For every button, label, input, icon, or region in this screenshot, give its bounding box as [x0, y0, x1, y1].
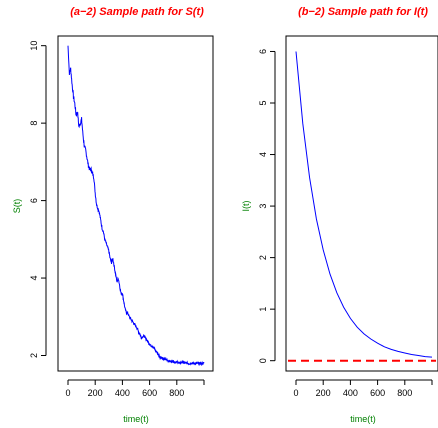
panel-i: (b−2) Sample path for I(t) 0 200 400 600 800…: [241, 6, 438, 424]
chart-a-series-line: [67, 45, 205, 367]
x-tick-label: 800: [397, 388, 412, 398]
x-tick-label: 800: [169, 388, 184, 398]
y-tick-label: 2: [258, 255, 268, 260]
chart-b-x-axis: 0 200 400 600 800: [293, 379, 433, 398]
y-tick-label: 5: [258, 100, 268, 105]
x-tick-label: 400: [115, 388, 130, 398]
chart-b-x-axis-label: time(t): [350, 414, 376, 424]
chart-a-y-axis: 2 4 6 8 10: [29, 41, 47, 358]
chart-a-plot-frame: [57, 35, 214, 372]
chart-b-plot-frame: [285, 35, 438, 372]
y-tick-label: 1: [258, 307, 268, 312]
y-tick-label: 4: [29, 276, 39, 281]
x-tick-label: 0: [65, 388, 70, 398]
chart-a-x-axis: 0 200 400 600 800: [65, 379, 205, 398]
x-tick-label: 400: [343, 388, 358, 398]
x-tick-label: 0: [293, 388, 298, 398]
y-tick-label: 8: [29, 121, 39, 126]
chart-b-y-axis-label: I(t): [241, 201, 251, 212]
y-tick-label: 6: [29, 198, 39, 203]
chart-b-y-axis: 0 1 2 3 4 5 6: [258, 49, 276, 363]
x-tick-label: 600: [370, 388, 385, 398]
x-tick-label: 200: [316, 388, 331, 398]
y-tick-label: 3: [258, 204, 268, 209]
chart-a-x-axis-label: time(t): [123, 414, 149, 424]
y-tick-label: 0: [258, 358, 268, 363]
chart-a-title: (a−2) Sample path for S(t): [70, 6, 204, 18]
x-tick-label: 200: [88, 388, 103, 398]
y-tick-label: 6: [258, 49, 268, 54]
y-tick-label: 2: [29, 353, 39, 358]
chart-a-y-axis-label: S(t): [12, 199, 22, 214]
x-tick-label: 600: [142, 388, 157, 398]
panel-s: (a−2) Sample path for S(t) 0 200 400 600 800…: [12, 6, 214, 424]
y-tick-label: 10: [29, 41, 39, 51]
chart-b-title: (b−2) Sample path for I(t): [298, 6, 428, 18]
chart-b-series-line: [295, 51, 433, 358]
y-tick-label: 4: [258, 152, 268, 157]
